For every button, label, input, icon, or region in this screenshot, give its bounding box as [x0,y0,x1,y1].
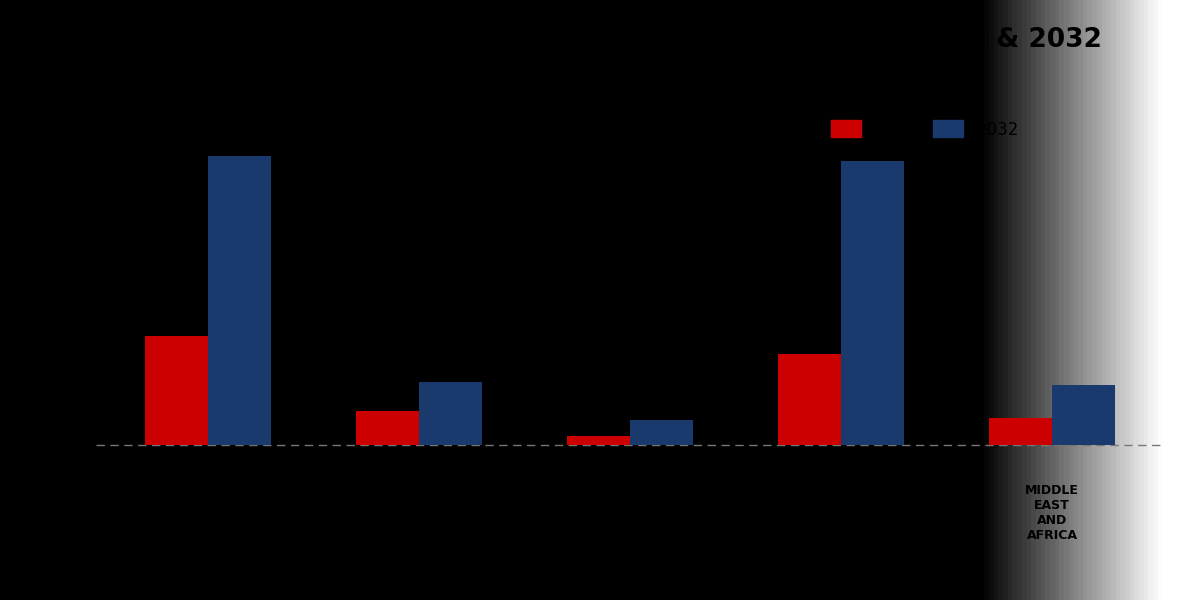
Bar [144,336,208,445]
Bar [1052,385,1116,445]
Bar [841,161,905,445]
Y-axis label: Market Size in USD Billion: Market Size in USD Billion [64,149,82,391]
Bar [208,156,271,445]
Legend: 2023, 2032: 2023, 2032 [823,112,1027,147]
Text: 2.33: 2.33 [101,317,138,332]
Bar [566,436,630,445]
Bar [989,418,1052,445]
Bar [630,421,694,445]
Text: Enterprise Information Archiving Market, By Regional, 2023 & 2032: Enterprise Information Archiving Market,… [96,27,1102,53]
Bar [778,354,841,445]
Bar [355,411,419,445]
Bar [419,382,482,445]
